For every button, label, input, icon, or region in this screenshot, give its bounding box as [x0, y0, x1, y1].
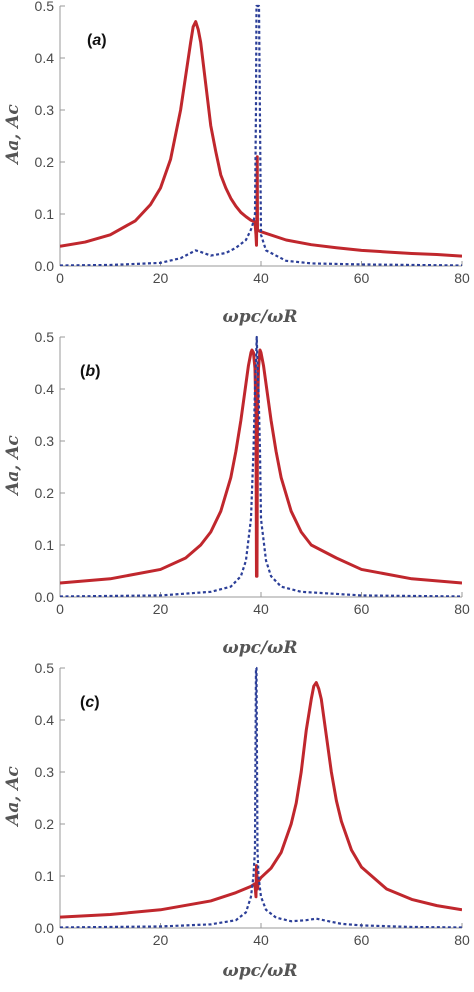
chart-a-xlabel: ωpc/ωR — [223, 307, 298, 327]
chart-c-ytick-label: 0.5 — [35, 662, 55, 676]
chart-c-series-dashed-line — [60, 666, 462, 928]
chart-c-ytick-label: 0.0 — [35, 920, 55, 936]
chart-b-svg: 0 20 40 60 80 0.0 0.1 0.2 0.3 0.4 0.5 (b) ωpc/ωR A… — [3, 331, 470, 658]
chart-a-ylabel: Aa, Ac — [3, 104, 23, 166]
chart-b-ytick-label: 0.3 — [35, 433, 55, 449]
chart-b-xtick-label: 60 — [354, 601, 370, 617]
chart-a-ytick-label: 0.2 — [35, 154, 55, 170]
chart-a-series-solid-line — [60, 20, 462, 258]
chart-a-xtick-label: 60 — [354, 270, 370, 286]
chart-b-xlabel: ωpc/ωR — [223, 638, 298, 658]
chart-a-xtick-label: 20 — [153, 270, 169, 286]
chart-b-xtick-label: 0 — [56, 601, 64, 617]
chart-b-ytick-label: 0.2 — [35, 485, 55, 501]
chart-c-ytick-label: 0.1 — [35, 868, 55, 884]
chart-c-xtick-label: 20 — [153, 932, 169, 948]
chart-a-ytick-label: 0.4 — [35, 50, 55, 66]
chart-b-xtick-label: 20 — [153, 601, 169, 617]
chart-b-ytick-label: 0.1 — [35, 537, 55, 553]
chart-b-panel-label: (b) — [80, 363, 100, 380]
chart-a-plot: 0 20 40 60 80 0.0 0.1 0.2 0.3 0.4 0.5 — [35, 0, 470, 286]
chart-a-xtick-label: 40 — [253, 270, 269, 286]
chart-a-ytick-label: 0.1 — [35, 206, 55, 222]
chart-b-series-solid-line — [60, 348, 462, 585]
chart-c-ytick-label: 0.2 — [35, 816, 55, 832]
chart-b-plot: 0 20 40 60 80 0.0 0.1 0.2 0.3 0.4 0.5 — [35, 331, 470, 617]
chart-b-series-dashed-line — [60, 335, 462, 597]
chart-b-panel-letter: b — [85, 363, 95, 380]
chart-a-svg: 0 20 40 60 80 0.0 0.1 0.2 0.3 0.4 0.5 (a) ωpc/ωR A… — [3, 0, 470, 327]
chart-c-xlabel: ωpc/ωR — [223, 961, 298, 981]
chart-a-xtick-label: 80 — [454, 270, 470, 286]
chart-c-panel-label: (c) — [80, 694, 100, 711]
chart-a-panel-label: (a) — [87, 32, 107, 49]
chart-c-xtick-label: 0 — [56, 932, 64, 948]
chart-c-xtick-label: 60 — [354, 932, 370, 948]
chart-a-ytick-label: 0.0 — [35, 258, 55, 274]
chart-a-xtick-label: 0 — [56, 270, 64, 286]
chart-panel-c: 0 20 40 60 80 0.0 0.1 0.2 0.3 0.4 0.5 (c) ωpc/ωR A… — [0, 662, 474, 992]
chart-a-ytick-label: 0.5 — [35, 0, 55, 14]
chart-b-ylabel: Aa, Ac — [3, 435, 23, 497]
chart-c-svg: 0 20 40 60 80 0.0 0.1 0.2 0.3 0.4 0.5 (c) ωpc/ωR A… — [3, 662, 470, 981]
chart-b-ytick-label: 0.0 — [35, 589, 55, 605]
chart-c-xtick-label: 40 — [253, 932, 269, 948]
chart-c-ytick-label: 0.4 — [35, 712, 55, 728]
chart-b-xtick-label: 40 — [253, 601, 269, 617]
chart-c-series-solid-line — [60, 681, 462, 919]
chart-c-panel-letter: c — [85, 694, 94, 711]
chart-c-ytick-label: 0.3 — [35, 764, 55, 780]
chart-a-panel-letter: a — [92, 32, 101, 49]
chart-c-xtick-label: 80 — [454, 932, 470, 948]
chart-c-ylabel: Aa, Ac — [3, 766, 23, 828]
chart-c-plot: 0 20 40 60 80 0.0 0.1 0.2 0.3 0.4 0.5 — [35, 662, 470, 948]
chart-b-xtick-label: 80 — [454, 601, 470, 617]
chart-b-ytick-label: 0.4 — [35, 381, 55, 397]
chart-a-ytick-label: 0.3 — [35, 102, 55, 118]
chart-a-series-dashed-line — [60, 4, 462, 266]
chart-panel-b: 0 20 40 60 80 0.0 0.1 0.2 0.3 0.4 0.5 (b) ωpc/ωR A… — [0, 331, 474, 661]
chart-b-ytick-label: 0.5 — [35, 331, 55, 345]
chart-panel-a: 0 20 40 60 80 0.0 0.1 0.2 0.3 0.4 0.5 (a) ωpc/ωR A… — [0, 0, 474, 330]
